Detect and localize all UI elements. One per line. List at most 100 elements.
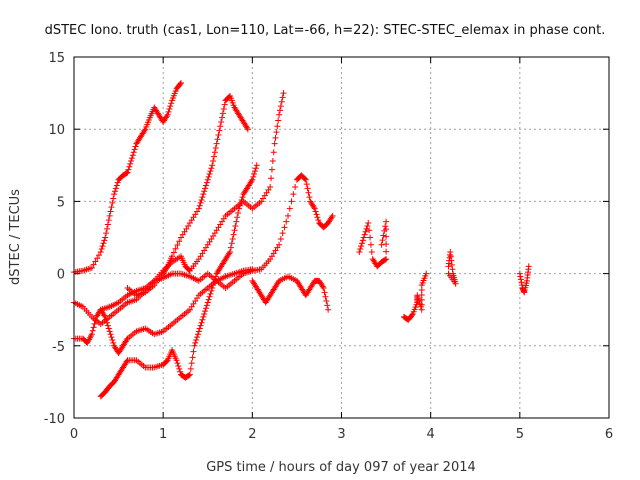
data-point [209,162,216,169]
data-point [448,261,455,268]
data-point [112,188,119,195]
data-point [94,255,101,262]
data-point [106,328,113,335]
data-point [356,248,363,255]
data-point [303,181,310,188]
data-point [329,212,336,219]
data-point [131,146,138,153]
data-point [103,230,110,237]
data-series [249,273,332,313]
data-point [99,243,106,250]
data-point [210,157,217,164]
data-series [97,266,256,357]
data-points [71,79,532,400]
data-point [252,168,259,175]
x-axis-label: GPS time / hours of day 097 of year 2014 [206,460,476,475]
data-point [214,136,221,143]
data-point [380,232,387,239]
data-point [358,243,365,250]
data-point [359,237,366,244]
data-point [194,331,201,338]
data-point [276,111,283,118]
data-point [198,319,205,326]
data-point [88,331,95,338]
x-tick-label: 5 [516,427,524,442]
data-point [200,191,207,198]
data-point [516,270,523,277]
data-point [324,302,331,309]
data-point [103,319,110,326]
data-point [229,235,236,242]
x-tick-label: 2 [248,427,256,442]
data-point [360,234,367,241]
data-point [227,244,234,251]
data-point [165,108,172,115]
data-point [231,227,238,234]
data-point [216,127,223,134]
data-point [207,290,214,297]
data-point [383,218,390,225]
data-point [174,360,181,367]
data-point [210,153,217,160]
data-point [204,299,211,306]
data-point [106,212,113,219]
data-point [203,179,210,186]
data-point [132,143,139,150]
data-point [92,317,99,324]
data-point [226,250,233,257]
data-point [188,360,195,367]
data-point [277,235,284,242]
tick-labels: 0 1 2 3 4 5 6 -10 -5 0 5 10 15 [44,51,613,442]
data-point [103,316,110,323]
data-point [108,204,115,211]
data-point [383,241,390,248]
data-point [304,185,311,192]
data-series [516,263,532,296]
data-point [102,234,109,241]
data-point [178,79,184,86]
data-point [211,149,218,156]
data-point [111,191,118,198]
data-point [202,185,209,192]
data-point [174,242,181,249]
data-point [192,339,199,346]
data-series [71,79,184,276]
data-point [365,220,372,227]
data-point [101,312,108,319]
data-point [283,218,290,225]
data-point [382,223,389,230]
data-point [206,170,213,177]
data-point [90,324,97,331]
data-point [102,313,109,320]
y-tick-label: 0 [57,268,65,283]
data-point [415,295,422,302]
data-point [175,363,182,370]
data-point [104,221,111,228]
x-tick-label: 1 [159,427,167,442]
y-axis-label: dSTEC / TECUs [8,189,23,285]
data-point [207,168,214,175]
y-tick-label: 15 [48,51,65,66]
data-point [109,199,116,206]
data-point [423,270,430,277]
data-point [234,214,241,221]
data-point [215,131,222,138]
data-point [169,253,176,260]
data-series [356,218,390,270]
data-point [190,348,197,355]
data-point [378,241,385,248]
data-point [91,320,98,327]
data-point [235,205,242,212]
data-point [272,134,279,141]
data-point [213,140,220,147]
plot-frame [73,56,610,419]
data-point [270,149,277,156]
data-point [292,183,299,190]
data-point [109,337,116,344]
data-point [253,162,260,169]
data-point [100,240,107,247]
data-point [128,155,135,162]
data-point [123,170,130,177]
data-point [202,305,209,312]
data-point [249,176,256,183]
